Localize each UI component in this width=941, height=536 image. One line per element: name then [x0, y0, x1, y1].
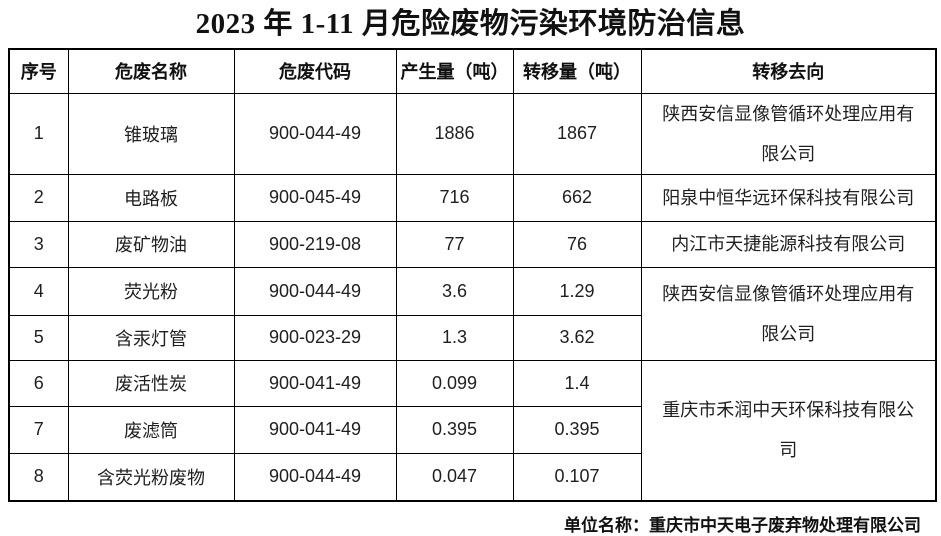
cell-waste-code: 900-023-29 [233, 314, 397, 361]
cell-transferred-tons: 76 [512, 220, 642, 268]
cell-produced-tons: 0.395 [395, 405, 514, 454]
cell-serial-no: 5 [8, 314, 69, 361]
cell-produced-tons: 1.3 [395, 314, 514, 361]
cell-waste-name: 废活性炭 [67, 359, 235, 407]
col-header-transferred-tons: 转移量（吨） [512, 48, 642, 94]
header-row: 序号 危废名称 危废代码 产生量（吨） 转移量（吨） 转移去向 [8, 48, 937, 94]
cell-transferred-tons: 1.4 [512, 359, 642, 407]
cell-serial-no: 4 [8, 266, 69, 316]
cell-transferred-tons: 1.29 [512, 266, 642, 316]
unit-name-footer: 单位名称：重庆市中天电子废弃物处理有限公司 [564, 516, 921, 535]
cell-serial-no: 6 [8, 359, 69, 407]
cell-serial-no: 2 [8, 173, 69, 222]
cell-transferred-tons: 1867 [512, 92, 642, 175]
cell-destination: 阳泉中恒华远环保科技有限公司 [640, 173, 937, 222]
cell-produced-tons: 0.047 [395, 452, 514, 502]
cell-waste-name: 废滤筒 [67, 405, 235, 454]
cell-transferred-tons: 0.107 [512, 452, 642, 502]
cell-waste-code: 900-045-49 [233, 173, 397, 222]
col-header-waste-name: 危废名称 [67, 48, 235, 94]
table-row: 5 含汞灯管 900-023-29 1.3 3.62 [8, 314, 936, 361]
cell-waste-name: 锥玻璃 [67, 92, 235, 175]
cell-produced-tons: 3.6 [395, 266, 514, 316]
cell-destination: 陕西安信显像管循环处理应用有限公司 [640, 92, 937, 175]
col-header-produced-tons: 产生量（吨） [395, 48, 514, 94]
page: 2023 年 1-11 月危险废物污染环境防治信息 序号 危废名称 危废代码 产… [0, 4, 941, 536]
cell-waste-name: 废矿物油 [67, 220, 235, 268]
cell-waste-name: 荧光粉 [67, 266, 235, 316]
cell-serial-no: 3 [8, 220, 69, 268]
cell-transferred-tons: 3.62 [512, 314, 642, 361]
cell-waste-name: 含汞灯管 [67, 314, 235, 361]
col-header-destination: 转移去向 [640, 48, 937, 94]
cell-transferred-tons: 662 [512, 173, 642, 222]
cell-serial-no: 1 [8, 92, 69, 175]
table-row: 8 含荧光粉废物 900-044-49 0.047 0.107 [8, 452, 936, 502]
cell-waste-code: 900-219-08 [233, 220, 397, 268]
table-row: 1 锥玻璃 900-044-49 1886 1867 陕西安信显像管循环处理应用有限公司 [8, 92, 937, 175]
table-row: 6 废活性炭 900-041-49 0.099 1.4 重庆市禾润中天环保科技有限公司 [8, 359, 937, 502]
cell-serial-no: 7 [8, 405, 69, 454]
hazardous-waste-table: 序号 危废名称 危废代码 产生量（吨） 转移量（吨） 转移去向 1 锥玻璃 900-… [8, 48, 937, 502]
cell-waste-code: 900-044-49 [233, 92, 397, 175]
cell-destination: 重庆市禾润中天环保科技有限公司 [640, 359, 937, 502]
cell-destination: 陕西安信显像管循环处理应用有限公司 [640, 266, 937, 361]
cell-produced-tons: 1886 [395, 92, 514, 175]
cell-produced-tons: 0.099 [395, 359, 514, 407]
cell-produced-tons: 77 [395, 220, 514, 268]
cell-waste-code: 900-041-49 [233, 405, 397, 454]
page-title: 2023 年 1-11 月危险废物污染环境防治信息 [195, 8, 746, 40]
table-row: 4 荧光粉 900-044-49 3.6 1.29 陕西安信显像管循环处理应用有限公司 [8, 266, 937, 361]
cell-produced-tons: 716 [395, 173, 514, 222]
cell-serial-no: 8 [8, 452, 69, 502]
table-body: 1 锥玻璃 900-044-49 1886 1867 陕西安信显像管循环处理应用有限公司 2… [8, 92, 937, 502]
cell-destination: 内江市天捷能源科技有限公司 [640, 220, 937, 268]
cell-waste-name: 电路板 [67, 173, 235, 222]
cell-transferred-tons: 0.395 [512, 405, 642, 454]
cell-waste-code: 900-044-49 [233, 266, 397, 316]
cell-waste-name: 含荧光粉废物 [67, 452, 235, 502]
table-row: 7 废滤筒 900-041-49 0.395 0.395 [8, 405, 936, 454]
cell-waste-code: 900-041-49 [233, 359, 397, 407]
cell-waste-code: 900-044-49 [233, 452, 397, 502]
table-row: 3 废矿物油 900-219-08 77 76 内江市天捷能源科技有限公司 [8, 220, 937, 268]
col-header-waste-code: 危废代码 [233, 48, 397, 94]
col-header-serial-no: 序号 [8, 48, 69, 94]
table-row: 2 电路板 900-045-49 716 662 阳泉中恒华远环保科技有限公司 [8, 173, 937, 222]
